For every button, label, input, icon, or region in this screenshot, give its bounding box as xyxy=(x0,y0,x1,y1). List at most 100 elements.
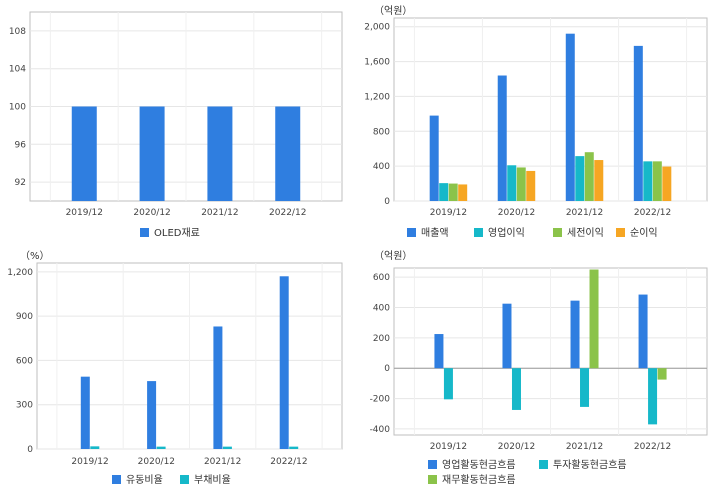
bar[interactable] xyxy=(156,446,166,449)
bar[interactable] xyxy=(516,167,526,201)
bar[interactable] xyxy=(147,381,157,449)
legend-item[interactable]: 재무활동현금흐름 xyxy=(428,473,516,486)
bar[interactable] xyxy=(434,334,444,369)
bar[interactable] xyxy=(275,106,301,202)
x-tick-label: 2020/12 xyxy=(133,208,170,218)
y-tick-label: 104 xyxy=(9,65,26,75)
legend-item[interactable]: 순이익 xyxy=(616,227,658,239)
bar[interactable] xyxy=(429,115,439,201)
y-tick-label: 96 xyxy=(15,140,27,150)
bar[interactable] xyxy=(580,368,590,407)
legend-label: 영업이익 xyxy=(488,226,525,239)
legend-swatch xyxy=(112,475,121,484)
x-tick-label: 2019/12 xyxy=(71,457,108,467)
unit-label: （%） xyxy=(20,250,50,262)
bar[interactable] xyxy=(443,368,453,400)
legend-item[interactable]: 유동비율 xyxy=(112,474,163,486)
x-tick-label: 2021/12 xyxy=(566,442,603,452)
bar[interactable] xyxy=(526,170,536,201)
bar[interactable] xyxy=(507,165,517,201)
x-tick-label: 2020/12 xyxy=(498,208,535,218)
legend-label: 부채비율 xyxy=(194,474,231,486)
x-tick-label: 2021/12 xyxy=(204,457,241,467)
bar[interactable] xyxy=(80,376,90,449)
chart-4: -400 -200 0 200 400 600 （억원） 2019/12 2020/12 2021… xyxy=(370,250,708,486)
bar[interactable] xyxy=(652,161,662,201)
bar[interactable] xyxy=(584,152,594,201)
legend-item[interactable]: 세전이익 xyxy=(553,227,604,239)
legend-label: 유동비율 xyxy=(126,474,163,486)
legend-item[interactable]: 부채비율 xyxy=(180,474,231,486)
x-tick-label: 2020/12 xyxy=(498,442,535,452)
x-tick-label: 2020/12 xyxy=(138,457,175,467)
unit-label: （억원） xyxy=(374,250,412,262)
legend-swatch xyxy=(180,475,189,484)
bar[interactable] xyxy=(213,326,223,449)
bar[interactable] xyxy=(633,45,643,202)
bar[interactable] xyxy=(289,446,299,449)
y-tick-label: 400 xyxy=(373,303,390,313)
bar[interactable] xyxy=(222,446,232,449)
y-tick-label: 1,600 xyxy=(364,58,390,68)
unit-label: （억원） xyxy=(374,5,412,17)
chart-3: 0 300 600 900 1,200 （%） 2019/12 2020/12 2021/12 2… xyxy=(7,250,343,486)
bar[interactable] xyxy=(90,446,100,449)
bar[interactable] xyxy=(448,183,458,201)
bar[interactable] xyxy=(594,160,604,201)
legend-item[interactable]: OLED재료 xyxy=(140,227,200,239)
x-tick-label: 2022/12 xyxy=(270,457,307,467)
bar[interactable] xyxy=(207,106,233,202)
bar[interactable] xyxy=(575,156,585,201)
bar[interactable] xyxy=(565,33,575,201)
y-tick-label: 0 xyxy=(27,445,33,455)
legend-label: 매출액 xyxy=(421,227,449,239)
y-tick-label: 300 xyxy=(16,401,33,411)
legend-item[interactable]: 투자활동현금흐름 xyxy=(539,458,627,471)
bar[interactable] xyxy=(657,368,667,380)
legend-label: OLED재료 xyxy=(154,227,200,239)
chart-1: 92 96 100 104 108 2019/12 2020/12 2021/12 2022/1… xyxy=(9,11,343,239)
x-tick-label: 2019/12 xyxy=(66,208,103,218)
bar[interactable] xyxy=(71,106,97,202)
legend-swatch xyxy=(616,228,625,237)
y-tick-label: 0 xyxy=(384,197,390,207)
legend-swatch xyxy=(474,228,483,237)
x-tick-label: 2021/12 xyxy=(201,208,238,218)
bar[interactable] xyxy=(648,368,658,425)
x-tick-label: 2022/12 xyxy=(634,442,671,452)
bar[interactable] xyxy=(643,161,653,201)
legend-swatch xyxy=(407,228,416,237)
legend-label: 재무활동현금흐름 xyxy=(442,473,516,486)
legend-label: 투자활동현금흐름 xyxy=(553,458,627,471)
bar[interactable] xyxy=(662,166,672,201)
y-tick-label: 92 xyxy=(15,178,26,188)
x-tick-label: 2019/12 xyxy=(430,208,467,218)
bar[interactable] xyxy=(502,303,512,369)
legend-item[interactable]: 매출액 xyxy=(407,227,449,239)
bar[interactable] xyxy=(589,269,599,369)
bar[interactable] xyxy=(511,368,521,410)
y-tick-label: 200 xyxy=(373,334,390,344)
x-tick-label: 2022/12 xyxy=(269,208,306,218)
x-tick-label: 2021/12 xyxy=(566,208,603,218)
bar[interactable] xyxy=(139,106,165,202)
y-tick-label: 108 xyxy=(9,27,26,37)
y-tick-label: 800 xyxy=(373,127,390,137)
legend-swatch xyxy=(140,228,149,237)
bar[interactable] xyxy=(458,184,468,201)
y-tick-label: -200 xyxy=(370,395,391,405)
y-tick-label: 900 xyxy=(16,312,33,322)
legend-item[interactable]: 영업이익 xyxy=(474,226,525,239)
x-tick-label: 2022/12 xyxy=(634,208,671,218)
bar[interactable] xyxy=(279,276,289,449)
y-tick-label: 1,200 xyxy=(364,92,390,102)
bar[interactable] xyxy=(439,183,449,201)
y-tick-label: 100 xyxy=(9,103,26,113)
legend-item[interactable]: 영업활동현금흐름 xyxy=(428,458,516,471)
y-tick-label: 600 xyxy=(373,273,390,283)
legend-label: 순이익 xyxy=(630,227,658,239)
legend-swatch xyxy=(428,475,437,484)
bar[interactable] xyxy=(570,300,580,369)
bar[interactable] xyxy=(497,75,507,201)
bar[interactable] xyxy=(638,294,648,369)
